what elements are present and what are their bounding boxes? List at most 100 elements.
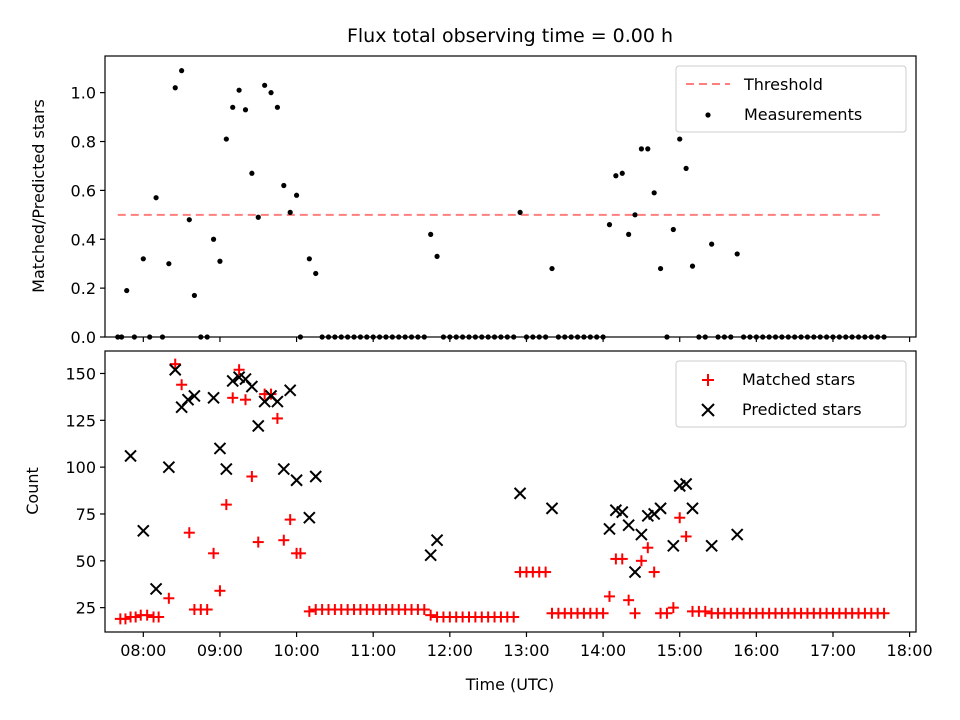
matched-star-point [667,602,679,614]
bottom-y-axis: 25 50 75 100 125 150 [65,364,105,618]
matched-star-point [303,605,315,617]
x-tick-label: 09:00 [197,641,243,660]
matched-star-point [642,542,654,554]
x-tick-label: 10:00 [274,641,320,660]
top-y-tick-label: 0.8 [71,133,96,152]
x-tick-label: 12:00 [427,641,473,660]
matched-star-point [878,607,890,619]
predicted-star-point [667,539,680,553]
bottom-legend-box [675,360,907,428]
legend-predicted-label: Predicted stars [742,400,862,419]
measurement-point [428,231,434,237]
measurement-point [651,190,657,196]
x-tick-label: 13:00 [503,641,549,660]
x-tick-label: 17:00 [810,641,856,660]
x-tick-label: 08:00 [120,641,166,660]
matched-star-point [661,607,673,619]
legend-matched-swatch [702,374,714,386]
measurement-point [140,256,146,262]
matched-star-point [629,607,641,619]
bottom-y-tick-label: 125 [65,411,96,430]
chart-title: Flux total observing time = 0.00 h [347,25,673,47]
measurement-point [434,253,440,259]
x-tick-label: 11:00 [350,641,396,660]
predicted-star-point [162,460,176,474]
predicted-star-point [137,524,150,538]
matched-star-point [648,566,660,578]
matched-star-point [252,536,264,548]
matched-star-point [163,592,175,604]
legend-matched-label: Matched stars [742,370,855,389]
measurement-point [268,90,274,96]
matched-star-point [278,534,290,546]
measurement-point [236,87,242,93]
bottom-y-tick-label: 50 [76,552,96,571]
measurement-point [217,258,223,264]
x-tick-label: 18:00 [887,641,933,660]
matched-star-point [425,609,437,621]
matched-star-point [294,547,306,559]
top-y-tick-label: 1.0 [71,84,96,103]
x-tick-label: 16:00 [733,641,779,660]
matched-star-point [623,594,635,606]
matched-star-point [265,388,277,400]
matched-star-point [680,530,692,542]
predicted-star-point [603,522,616,536]
measurement-point [313,270,319,277]
top-panel: Flux total observing time = 0.00 h 0.0 0.… [29,25,917,347]
measurement-point [517,209,523,215]
predicted-star-point [309,470,322,483]
top-y-tick-label: 0.4 [71,230,96,249]
matched-star-point [208,547,220,559]
x-tick-label: 14:00 [580,641,626,660]
top-plot-frame [104,55,917,338]
measurement-point [709,241,715,247]
matched-star-point [119,613,131,625]
measurement-point [262,82,268,88]
predicted-star-point [245,380,259,393]
x-tick-label: 15:00 [657,641,703,660]
measurement-point [670,226,676,233]
measurement-point [191,292,198,299]
predicted-star-point [207,391,220,405]
matched-star-point [284,514,296,526]
measurement-point [223,136,229,142]
measurement-point [638,146,645,152]
matched-star-point [418,604,430,616]
predicted-star-point [616,505,629,519]
predicted-star-point [730,528,744,541]
predicted-star-point [635,528,648,541]
legend-measurements-label: Measurements [744,105,862,124]
top-y-tick-label: 0.2 [71,279,96,298]
measurement-point [210,236,217,242]
predicted-star-point [686,502,699,515]
bottom-y-axis-label: Count [23,467,42,515]
measurement-point [677,136,683,142]
measurement-point [293,192,300,198]
predicted-star-point [513,487,527,500]
matched-star-point [674,512,686,524]
matched-star-point [239,394,251,406]
measurements-layer [115,68,887,340]
measurement-point [186,217,192,223]
legend-threshold-label: Threshold [743,75,823,94]
bottom-y-tick-label: 100 [65,458,96,477]
measurement-point [281,182,287,189]
matched-star-point [597,607,609,619]
predicted-star-point [424,548,437,562]
predicted-star-point [124,449,137,463]
matched-star-point [635,555,647,567]
predicted-star-point [545,502,559,515]
predicted-star-point [188,389,201,403]
matched-star-point [246,471,258,483]
measurement-point [255,214,261,220]
matched-star-point [130,611,142,623]
predicted-star-point [679,477,693,491]
matched-star-point [169,358,181,370]
top-y-tick-label: 0.0 [71,328,96,347]
matched-star-point [603,590,615,602]
matched-star-point [233,364,245,376]
predicted-star-point [271,395,284,408]
predicted-star-point [252,419,265,433]
legend-predicted-swatch [701,403,715,417]
